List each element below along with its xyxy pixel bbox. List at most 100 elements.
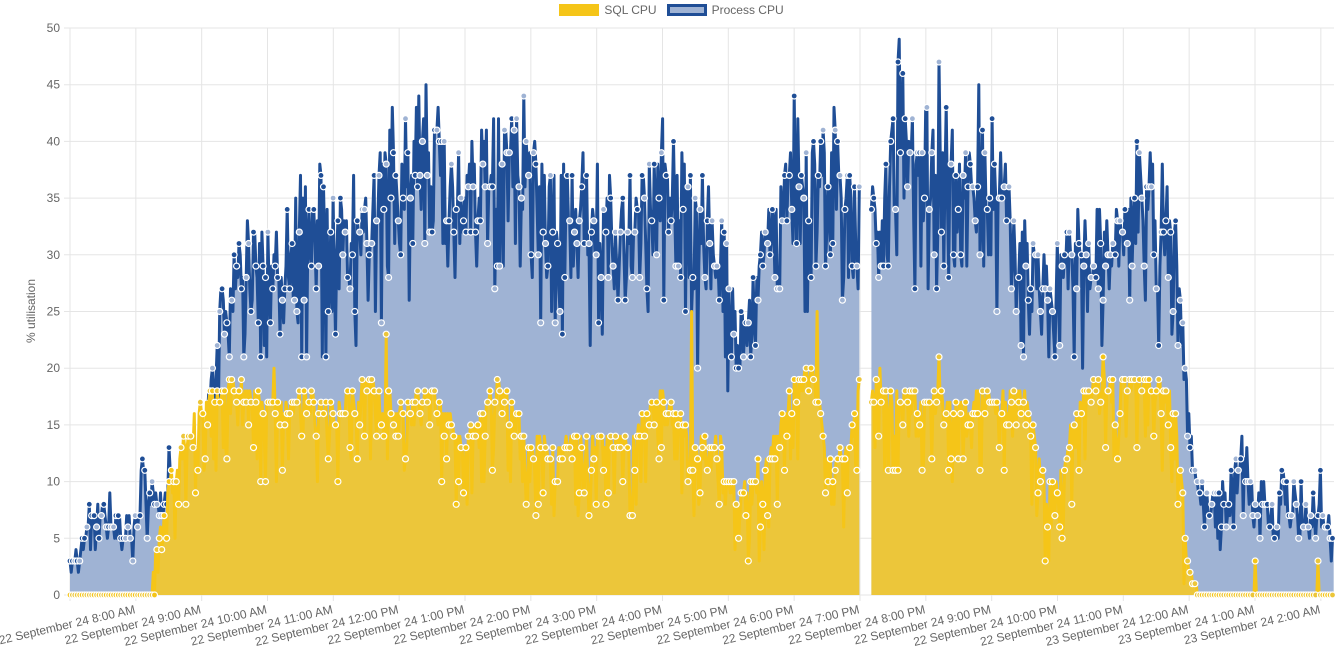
- process-cpu-point: [245, 239, 253, 248]
- sql-cpu-point: [252, 398, 260, 406]
- process-cpu-point: [283, 205, 291, 213]
- process-cpu-point: [1130, 194, 1139, 202]
- process-cpu-point: [1065, 228, 1074, 236]
- sql-cpu-point: [1113, 455, 1122, 463]
- process-cpu-point: [1174, 341, 1182, 350]
- process-cpu-point: [129, 557, 137, 565]
- y-tick-label: 50: [47, 21, 61, 35]
- process-cpu-point: [945, 273, 953, 282]
- process-cpu-point: [1323, 523, 1332, 531]
- process-cpu-point: [1297, 478, 1305, 486]
- sql-cpu-point: [522, 500, 530, 508]
- process-cpu-point: [814, 171, 822, 179]
- process-cpu-point: [1058, 262, 1066, 270]
- legend-item-sql-cpu[interactable]: SQL CPU: [559, 3, 657, 17]
- process-cpu-point: [471, 228, 480, 236]
- process-cpu-point: [336, 194, 344, 202]
- process-cpu-point: [249, 228, 258, 236]
- process-cpu-point: [404, 149, 412, 157]
- sql-cpu-point: [346, 444, 354, 452]
- sql-cpu-point: [1191, 580, 1199, 588]
- process-cpu-point: [590, 217, 598, 225]
- process-cpu-point: [776, 285, 784, 293]
- sql-cpu-area: [70, 311, 860, 595]
- process-cpu-point: [819, 126, 827, 134]
- process-cpu-point: [686, 171, 695, 179]
- process-cpu-point: [867, 205, 876, 213]
- process-cpu-point: [761, 228, 769, 236]
- sql-cpu-point: [261, 478, 270, 486]
- sql-cpu-point: [177, 444, 185, 452]
- process-cpu-point: [640, 194, 649, 202]
- sql-cpu-point: [1056, 523, 1064, 531]
- sql-cpu-point: [604, 489, 612, 497]
- process-cpu-point: [109, 523, 118, 531]
- process-cpu-point: [785, 171, 793, 179]
- process-cpu-point: [329, 194, 337, 202]
- sql-cpu-point: [1176, 466, 1185, 474]
- sql-cpu-point: [532, 511, 540, 520]
- process-cpu-point: [1002, 217, 1011, 225]
- sql-cpu-point: [602, 500, 610, 508]
- sql-cpu-point: [1085, 387, 1093, 395]
- sql-cpu-point: [549, 444, 557, 452]
- process-cpu-point: [515, 183, 523, 191]
- sql-cpu-point: [312, 432, 320, 440]
- process-cpu-point: [1270, 534, 1279, 542]
- sql-cpu-point: [553, 478, 562, 486]
- legend-item-process-cpu[interactable]: Process CPU: [666, 3, 784, 17]
- sql-cpu-point: [780, 466, 789, 474]
- process-cpu-point: [940, 262, 948, 270]
- process-cpu-point: [307, 262, 315, 270]
- process-cpu-point: [1070, 353, 1078, 361]
- process-cpu-point: [1133, 137, 1141, 145]
- sql-cpu-point: [527, 444, 535, 452]
- sql-cpu-point: [643, 410, 651, 418]
- sql-cpu-point: [652, 398, 661, 406]
- sql-cpu-point: [394, 432, 402, 440]
- process-cpu-point: [626, 171, 634, 179]
- sql-cpu-point: [254, 387, 262, 395]
- process-cpu-point: [667, 217, 675, 225]
- process-cpu-point: [225, 353, 233, 361]
- sql-cpu-point: [508, 398, 516, 406]
- sql-cpu-point: [1005, 421, 1013, 429]
- sql-cpu-point: [245, 421, 253, 429]
- sql-cpu-point: [411, 398, 419, 406]
- sql-cpu-point: [959, 455, 967, 463]
- process-cpu-point: [1203, 489, 1211, 497]
- process-cpu-point: [165, 444, 173, 452]
- process-cpu-point: [720, 228, 728, 236]
- process-cpu-point: [537, 319, 545, 327]
- sql-cpu-point: [817, 410, 825, 418]
- sql-cpu-point: [896, 398, 905, 406]
- sql-cpu-point: [363, 387, 371, 395]
- sql-cpu-point: [660, 398, 668, 406]
- process-cpu-point: [889, 115, 897, 123]
- process-cpu-point: [768, 205, 777, 213]
- process-cpu-point: [1287, 511, 1296, 520]
- process-cpu-point: [587, 228, 596, 236]
- sql-cpu-point: [334, 478, 342, 486]
- process-cpu-point: [290, 296, 299, 304]
- y-axis-title: % utilisation: [24, 279, 38, 343]
- process-cpu-point: [382, 160, 390, 168]
- process-cpu-point: [353, 217, 361, 225]
- sql-cpu-point: [621, 432, 629, 440]
- sql-cpu-point: [471, 432, 480, 440]
- sql-cpu-point: [778, 410, 786, 418]
- sql-cpu-point: [1027, 432, 1035, 440]
- sql-cpu-point: [163, 534, 171, 542]
- process-cpu-point: [237, 285, 245, 293]
- sql-cpu-point: [160, 511, 168, 520]
- process-cpu-point: [657, 149, 666, 157]
- process-cpu-point: [1222, 523, 1230, 531]
- sql-cpu-point: [1150, 432, 1158, 440]
- process-cpu-point: [1043, 296, 1052, 304]
- sql-cpu-point: [976, 466, 984, 474]
- process-cpu-point: [1191, 466, 1199, 474]
- sql-cpu-point: [640, 432, 649, 440]
- process-cpu-point: [385, 273, 393, 282]
- process-cpu-point: [293, 307, 301, 316]
